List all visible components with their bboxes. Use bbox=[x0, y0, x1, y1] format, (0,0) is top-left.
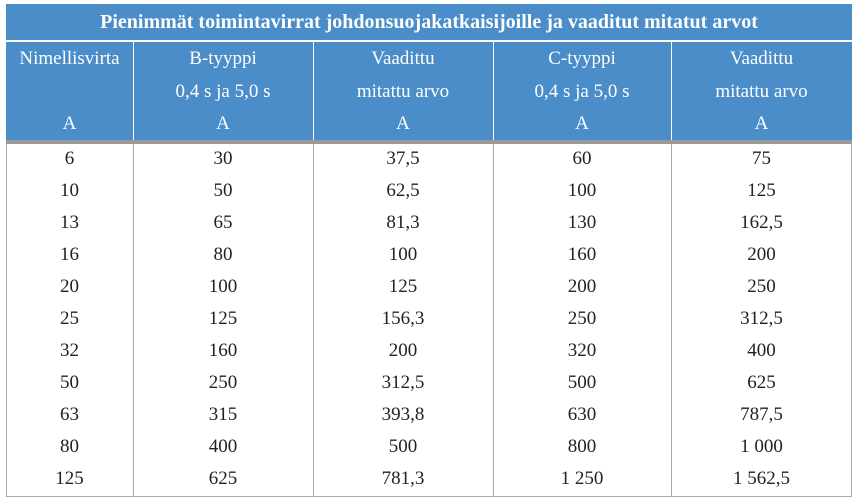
table-cell: 20 bbox=[60, 276, 79, 297]
table-cell: 125 bbox=[208, 308, 238, 329]
header-divider bbox=[313, 42, 314, 140]
table-cell: 160 bbox=[567, 244, 597, 265]
table-cell: 25 bbox=[60, 308, 79, 329]
table-cell: 200 bbox=[388, 340, 418, 361]
header-text: 0,4 s ja 5,0 s bbox=[175, 81, 271, 102]
table-cell: 200 bbox=[747, 244, 776, 265]
header-text: Nimellisvirta bbox=[19, 48, 120, 69]
table-cell: 250 bbox=[208, 372, 238, 393]
header-divider bbox=[493, 42, 494, 140]
header-text: B-tyyppi bbox=[189, 48, 257, 69]
table-cell: 625 bbox=[747, 372, 776, 393]
table-cell: 250 bbox=[567, 308, 597, 329]
table-title: Pienimmät toimintavirrat johdonsuojakatk… bbox=[6, 4, 852, 40]
header-unit: A bbox=[216, 113, 230, 134]
table-cell: 16 bbox=[60, 244, 79, 265]
table-cell: 160 bbox=[208, 340, 238, 361]
table-cell: 100 bbox=[208, 276, 238, 297]
table-cell: 400 bbox=[208, 436, 238, 457]
table-cell: 10 bbox=[60, 180, 79, 201]
header-text: Vaadittu bbox=[729, 48, 794, 69]
table-cell: 13 bbox=[60, 212, 79, 233]
header-text: C-tyyppi bbox=[548, 48, 616, 69]
table-cell: 6 bbox=[64, 148, 75, 169]
header-background bbox=[6, 42, 852, 140]
header-text: 0,4 s ja 5,0 s bbox=[534, 81, 630, 102]
header-unit: A bbox=[575, 113, 589, 134]
column-divider bbox=[313, 144, 314, 496]
table-cell: 130 bbox=[567, 212, 597, 233]
table-cell: 62,5 bbox=[386, 180, 420, 201]
header-text: mitattu arvo bbox=[715, 81, 808, 102]
table-cell: 800 bbox=[567, 436, 597, 457]
table-cell: 100 bbox=[567, 180, 597, 201]
table-cell: 781,3 bbox=[381, 468, 425, 489]
table-cell: 81,3 bbox=[386, 212, 420, 233]
header-text: mitattu arvo bbox=[356, 81, 450, 102]
body-border bbox=[6, 144, 852, 497]
header-rule bbox=[6, 140, 852, 144]
table-cell: 500 bbox=[567, 372, 597, 393]
table-cell: 320 bbox=[567, 340, 597, 361]
table-cell: 162,5 bbox=[740, 212, 783, 233]
column-divider bbox=[133, 144, 134, 496]
table-cell: 200 bbox=[567, 276, 597, 297]
table-cell: 100 bbox=[388, 244, 418, 265]
table-cell: 50 bbox=[60, 372, 79, 393]
table-cell: 1 562,5 bbox=[733, 468, 790, 489]
table-cell: 630 bbox=[567, 404, 597, 425]
column-divider bbox=[671, 144, 672, 496]
table-cell: 250 bbox=[747, 276, 776, 297]
header-unit: A bbox=[62, 113, 77, 134]
table-cell: 32 bbox=[60, 340, 79, 361]
table-cell: 30 bbox=[213, 148, 233, 169]
table-cell: 312,5 bbox=[740, 308, 783, 329]
table-cell: 65 bbox=[213, 212, 233, 233]
table-cell: 125 bbox=[388, 276, 418, 297]
column-divider bbox=[493, 144, 494, 496]
table-cell: 50 bbox=[213, 180, 233, 201]
table-cell: 1 250 bbox=[560, 468, 604, 489]
table-cell: 787,5 bbox=[740, 404, 783, 425]
header-unit: A bbox=[754, 113, 769, 134]
table-cell: 80 bbox=[60, 436, 79, 457]
header-unit: A bbox=[396, 113, 410, 134]
table-cell: 63 bbox=[60, 404, 79, 425]
table-cell: 500 bbox=[388, 436, 418, 457]
header-divider bbox=[671, 42, 672, 140]
title-rule bbox=[6, 41, 852, 42]
table-cell: 312,5 bbox=[381, 372, 425, 393]
table-cell: 156,3 bbox=[381, 308, 425, 329]
table-cell: 80 bbox=[213, 244, 233, 265]
table-cell: 60 bbox=[572, 148, 592, 169]
table-cell: 393,8 bbox=[381, 404, 425, 425]
table-cell: 1 000 bbox=[740, 436, 783, 457]
table-cell: 400 bbox=[747, 340, 776, 361]
table-cell: 75 bbox=[752, 148, 771, 169]
table-cell: 125 bbox=[747, 180, 776, 201]
table-cell: 37,5 bbox=[386, 148, 420, 169]
header-text: Vaadittu bbox=[371, 48, 435, 69]
table-cell: 125 bbox=[55, 468, 84, 489]
table-cell: 315 bbox=[208, 404, 238, 425]
header-divider bbox=[133, 42, 134, 140]
table-cell: 625 bbox=[208, 468, 238, 489]
